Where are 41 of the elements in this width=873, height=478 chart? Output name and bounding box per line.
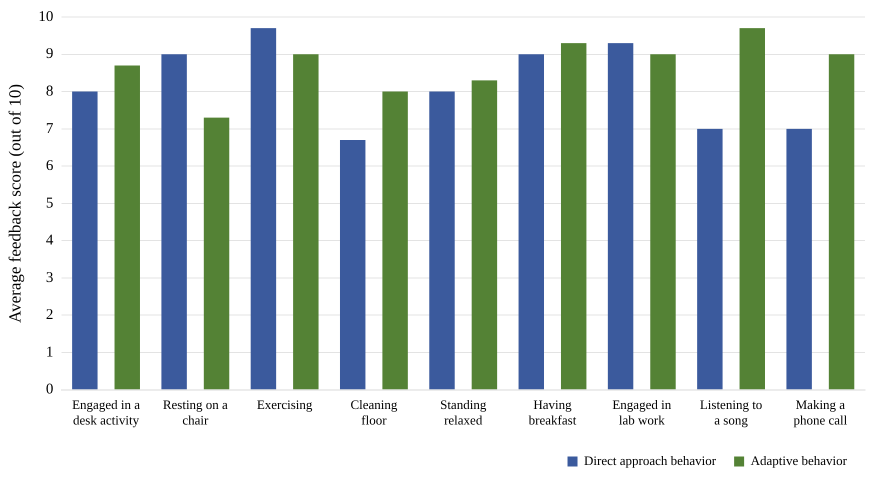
bar [786,128,812,390]
y-tick-label: 6 [46,158,54,174]
bar [472,80,498,390]
y-tick-label: 2 [46,307,54,324]
y-axis-title: Average feedback score (out of 10) [6,84,25,323]
bar [204,118,230,390]
bar [740,28,765,390]
bar [340,140,366,390]
y-tick-label: 10 [38,8,54,25]
x-tick-label: Cleaning floor [350,397,398,428]
bar [161,54,187,390]
y-tick-label: 9 [46,46,54,62]
y-tick-label: 0 [46,382,54,398]
x-tick-label: Standing relaxed [440,397,487,428]
x-tick-label: Engaged in a desk activity [72,397,140,428]
y-tick-label: 8 [46,83,54,100]
x-tick-label: Listening to a song [700,397,762,428]
x-tick-label: Resting on a chair [162,397,228,428]
y-tick-label: 5 [46,195,54,212]
bar [72,92,98,390]
x-tick-label: Exercising [256,397,313,412]
bar [560,43,586,390]
bar [697,128,723,390]
bar [429,92,455,390]
x-tick-label: Making a phone call [793,397,848,428]
bar [518,54,544,390]
legend-label: Direct approach behavior [584,452,717,468]
y-tick-label: 1 [46,344,54,360]
y-tick-label: 7 [46,120,54,137]
bar [293,54,319,390]
y-tick-label: 4 [46,232,54,249]
bar [382,92,408,390]
bar [650,54,676,390]
bar [250,28,276,390]
bar [114,65,140,390]
bar [608,43,634,390]
x-tick-label: Engaged in lab work [612,397,672,428]
bar [828,54,854,390]
y-tick-label: 3 [46,270,54,286]
x-tick-label: Having breakfast [528,397,577,428]
legend-label: Adaptive behavior [750,452,848,468]
